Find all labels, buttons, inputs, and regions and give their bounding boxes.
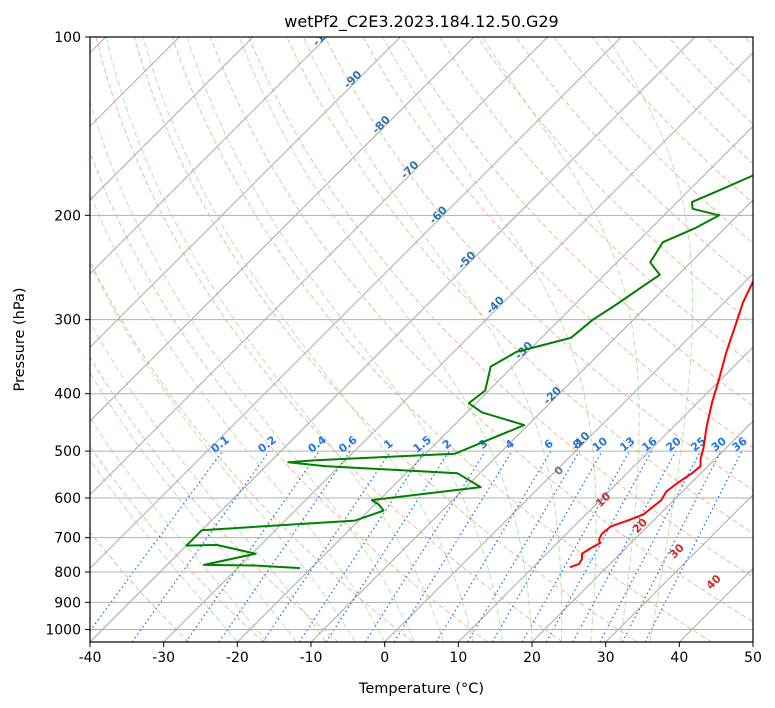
mixing-ratio-line [298, 450, 425, 642]
x-tick-label: 10 [449, 650, 467, 666]
isotherm [163, 51, 753, 642]
x-axis-title: Temperature (°C) [358, 681, 484, 697]
dry-adiabat [171, 37, 712, 642]
isotherm [236, 125, 753, 642]
plot-area [90, 37, 753, 642]
isotherm [752, 641, 753, 642]
moist-adiabat [90, 262, 356, 642]
dry-adiabat [248, 37, 753, 578]
moist-adiabat [482, 37, 640, 642]
isotherm [90, 37, 622, 570]
x-tick-label: -10 [300, 650, 323, 666]
moist-adiabat [238, 37, 533, 642]
pressure-gridlines [90, 37, 753, 630]
mixing-ratio-line [364, 450, 486, 642]
dry-adiabat [210, 37, 753, 623]
isotherm [90, 37, 475, 422]
dry-adiabat-label: -100 [310, 20, 339, 49]
dry-adiabat [90, 150, 488, 642]
isotherm [384, 272, 753, 642]
y-axis-ticks: 100 200 300 400 500 600 700 800 900 1000 [45, 30, 90, 638]
y-tick-label: 300 [54, 313, 81, 329]
dry-adiabat [324, 37, 753, 491]
isotherm [457, 346, 753, 642]
y-tick-label: 100 [54, 30, 81, 46]
isotherm [605, 493, 753, 642]
dry-adiabat [95, 37, 563, 642]
sounding-profiles [185, 174, 753, 570]
dry-adiabat [90, 445, 264, 642]
y-tick-label: 200 [54, 208, 81, 224]
y-tick-label: 1000 [45, 622, 81, 638]
x-tick-label: 0 [380, 650, 389, 666]
moist-adiabat [90, 371, 297, 642]
x-tick-label: 50 [744, 650, 762, 666]
x-axis-ticks: -40 -30 -20 -10 0 10 20 30 40 50 [79, 642, 762, 666]
x-tick-label: -20 [226, 650, 249, 666]
dry-adiabat [515, 37, 753, 284]
dry-adiabat [133, 37, 638, 642]
x-tick-label: 40 [670, 650, 688, 666]
moist-adiabat [382, 37, 597, 642]
isotherm [90, 37, 328, 275]
moist-adiabat [186, 37, 503, 642]
y-tick-label: 600 [54, 491, 81, 507]
temperature-profile [569, 279, 753, 569]
plot-frame [89, 36, 754, 643]
moist-adiabat [90, 192, 386, 642]
mixing-ratio-line [545, 450, 653, 642]
moist-adiabat [142, 37, 474, 642]
isotherm [531, 420, 753, 642]
isotherm [90, 37, 254, 201]
mixing-ratio-line [521, 450, 631, 642]
x-tick-label: 20 [523, 650, 541, 666]
mixing-ratio-line [572, 450, 677, 642]
y-tick-label: 700 [54, 531, 81, 547]
dry-adiabat [400, 37, 753, 407]
moist-adiabat [90, 417, 268, 642]
mixing-ratio-line [466, 450, 580, 642]
mixing-ratio-line [325, 450, 450, 642]
x-tick-label: -40 [79, 650, 102, 666]
y-tick-label: 900 [54, 595, 81, 611]
mixing-ratio-line [393, 450, 513, 642]
isotherm [90, 37, 549, 496]
dewpoint-profile [185, 174, 753, 570]
mixing-ratio-line [131, 450, 270, 642]
isotherm [310, 199, 753, 642]
x-tick-label: -30 [152, 650, 175, 666]
y-tick-label: 800 [54, 565, 81, 581]
mixing-ratio-line [185, 450, 320, 642]
moist-adiabat [105, 37, 445, 642]
mixing-ratio-line [435, 450, 552, 642]
moist-adiabat [90, 459, 238, 642]
x-tick-label: 30 [597, 650, 615, 666]
isotherm [90, 37, 401, 349]
moist-adiabat [302, 37, 563, 642]
dry-adiabat [90, 356, 339, 642]
dry-adiabat [90, 531, 190, 642]
background-lines [90, 37, 753, 642]
y-axis-title: Pressure (hPa) [12, 287, 28, 391]
chart-title: wetPf2_C2E3.2023.184.12.50.G29 [284, 12, 558, 32]
mixing-ratio-line [491, 450, 603, 642]
moist-adiabat [606, 37, 694, 642]
y-tick-label: 500 [54, 444, 81, 460]
y-tick-label: 400 [54, 387, 81, 403]
